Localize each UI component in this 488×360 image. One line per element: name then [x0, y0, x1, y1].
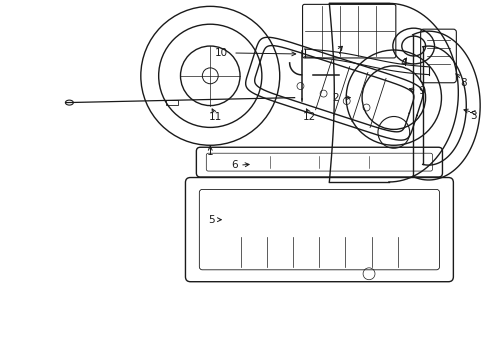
Text: 11: 11: [208, 112, 222, 122]
Text: 9: 9: [418, 86, 425, 96]
Text: 3: 3: [469, 111, 476, 121]
Text: 7: 7: [335, 46, 342, 56]
Text: 4: 4: [400, 58, 406, 68]
Bar: [165, 100, 177, 105]
Text: 2: 2: [332, 93, 339, 103]
Text: 5: 5: [208, 215, 215, 225]
Text: 12: 12: [302, 112, 315, 122]
Text: 1: 1: [206, 147, 213, 157]
Text: 6: 6: [231, 160, 238, 170]
Text: 8: 8: [459, 78, 466, 88]
Text: 10: 10: [215, 48, 228, 58]
